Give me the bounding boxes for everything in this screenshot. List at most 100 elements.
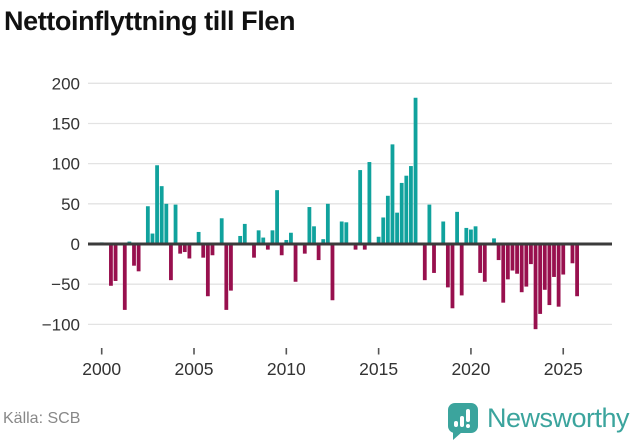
bar <box>265 244 270 250</box>
bar <box>422 244 427 281</box>
bar <box>279 244 284 256</box>
x-axis-label: 2015 <box>359 359 398 379</box>
bar <box>155 165 159 244</box>
bar <box>339 221 344 244</box>
bar <box>164 203 169 244</box>
bar <box>252 244 256 258</box>
bar <box>159 186 164 244</box>
bar <box>469 229 473 244</box>
bar <box>542 244 547 290</box>
badge-speech-tail <box>452 432 462 440</box>
newsworthy-logo[interactable]: Newsworthy <box>447 401 630 440</box>
bar <box>275 190 279 244</box>
bar <box>196 231 201 244</box>
bar <box>556 244 561 307</box>
bar <box>515 244 519 274</box>
bar <box>358 170 363 244</box>
bar <box>385 195 390 244</box>
bar <box>113 244 118 281</box>
bar <box>381 217 386 244</box>
x-axis-label: 2020 <box>451 359 490 379</box>
bar <box>178 244 183 254</box>
y-axis-label: 0 <box>71 235 80 254</box>
bar <box>362 244 367 250</box>
bar <box>510 244 515 271</box>
bar <box>529 244 533 265</box>
bar-chart: 200 150 100 50 0 −50 −100 2000 2005 2010 2015 2020 2… <box>42 74 612 379</box>
bar <box>302 244 307 254</box>
badge-exclamation-dot <box>465 424 470 428</box>
bar <box>459 244 464 296</box>
bar <box>122 244 127 310</box>
bar <box>441 221 446 244</box>
y-axis-label: −100 <box>42 315 80 334</box>
bar <box>307 207 312 244</box>
bar <box>575 244 579 297</box>
bar <box>376 236 381 244</box>
bar <box>312 226 316 244</box>
bar <box>136 244 141 272</box>
x-axis-label: 2000 <box>82 359 121 379</box>
bar <box>330 244 335 301</box>
bar <box>464 227 469 244</box>
bar <box>473 226 478 244</box>
x-axis-label: 2025 <box>544 359 583 379</box>
bar <box>353 244 358 250</box>
y-axis-label: −50 <box>51 275 80 294</box>
bar <box>201 244 206 258</box>
bar <box>519 244 524 293</box>
bar <box>242 223 247 244</box>
bar <box>316 244 321 261</box>
bar <box>169 244 173 281</box>
bar <box>325 203 330 244</box>
bar <box>238 235 243 245</box>
y-axis-label: 150 <box>52 114 80 133</box>
bar <box>229 244 233 291</box>
y-axis-label: 100 <box>52 155 80 174</box>
bar <box>132 244 136 266</box>
badge-bar-short <box>453 421 458 427</box>
bar <box>399 182 404 244</box>
bar <box>533 244 538 330</box>
badge-bar-medium <box>459 416 464 427</box>
bar <box>187 244 192 259</box>
bar <box>409 166 413 244</box>
source-label: Källa: SCB <box>3 410 81 427</box>
bar <box>261 237 266 244</box>
bar <box>390 144 395 244</box>
bar <box>478 244 483 273</box>
bar <box>547 244 552 306</box>
x-axis-label: 2010 <box>267 359 306 379</box>
bar <box>432 244 436 273</box>
x-axis-label: 2005 <box>175 359 214 379</box>
bar <box>150 233 155 244</box>
bar <box>561 244 566 275</box>
bar <box>224 244 229 310</box>
bar <box>205 244 210 297</box>
bar <box>538 244 543 314</box>
y-axis-label: 200 <box>52 74 80 93</box>
bar <box>145 206 150 244</box>
bar <box>482 244 487 282</box>
bar <box>256 230 261 244</box>
bar <box>413 97 418 244</box>
bar <box>344 222 349 244</box>
bar <box>455 211 459 244</box>
bar <box>367 162 372 244</box>
bar <box>293 244 298 282</box>
bar <box>570 244 575 264</box>
bar <box>427 204 432 244</box>
newsworthy-wordmark: Newsworthy <box>486 402 630 433</box>
bar <box>395 212 399 244</box>
bar <box>524 244 529 287</box>
bar <box>496 244 501 261</box>
bar <box>321 239 326 244</box>
bar <box>270 230 275 244</box>
chart-title: Nettoinflyttning till Flen <box>4 6 296 36</box>
badge-bar-tall <box>465 409 470 422</box>
bar <box>109 244 113 286</box>
bar <box>219 218 224 244</box>
bar <box>404 175 409 244</box>
bar <box>173 204 178 244</box>
bar-chart-badge-icon <box>447 403 478 440</box>
